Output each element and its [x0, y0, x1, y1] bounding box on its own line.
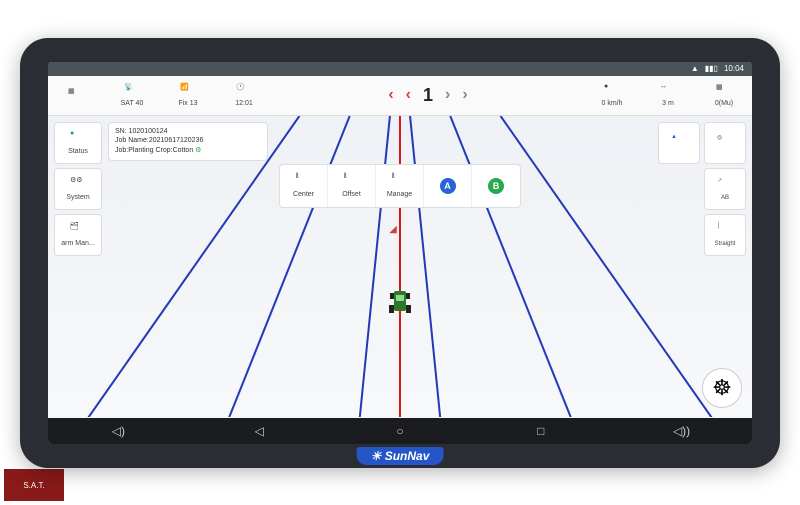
tablet-device: ▲ ▮▮▯ 10:04 ▦ 📡SAT 40 📶Fix 13 🕐12:01 ‹ ‹…	[20, 38, 780, 468]
system-button[interactable]: ⚙⚙ System	[54, 168, 102, 210]
edit-icon[interactable]: ⚙	[195, 147, 201, 154]
next-pass-arrow[interactable]: ›	[445, 86, 450, 104]
pass-selector: ‹ ‹ 1 › ›	[272, 85, 584, 106]
speed-label: 0 km/h	[601, 100, 622, 107]
prev-pass-arrow2[interactable]: ‹	[388, 86, 393, 104]
system-label: System	[66, 194, 89, 201]
android-status-bar: ▲ ▮▮▯ 10:04	[48, 62, 752, 76]
fix-label: Fix 13	[178, 100, 197, 107]
status-button[interactable]: ● Status	[54, 122, 102, 164]
target-button[interactable]: ◎	[704, 122, 746, 164]
menu-icon: ▦	[68, 87, 84, 103]
fix-status[interactable]: 📶Fix 13	[160, 76, 216, 115]
area-icon: ▦	[716, 83, 732, 99]
center-label: Center	[293, 191, 314, 198]
time-label: 12:01	[235, 100, 253, 107]
top-right-stats: ●0 km/h ↔3 m ▦0(Mu)	[584, 83, 752, 107]
home-button[interactable]: ○	[385, 424, 415, 438]
field-view[interactable]: ● Status ⚙⚙ System 🗂 arm Man... SN: 1020100…	[48, 116, 752, 418]
center-button[interactable]: ⦀ Center	[280, 165, 328, 207]
battery-icon: ▮▮▯	[705, 64, 718, 73]
point-b-icon: B	[488, 178, 504, 194]
ab-icon: ↗	[717, 177, 733, 193]
steering-wheel-icon: ☸	[712, 375, 732, 401]
point-a-icon: A	[440, 178, 456, 194]
manage-label: Manage	[387, 191, 412, 198]
width-status: ↔3 m	[640, 83, 696, 107]
farm-manager-button[interactable]: 🗂 arm Man...	[54, 214, 102, 256]
manage-icon: ⦀	[392, 173, 408, 189]
recent-button[interactable]: □	[526, 424, 556, 438]
brand-logo: SunNav	[357, 447, 444, 465]
job-info-card[interactable]: SN: 1020100124 Job Name:20210617120236 J…	[108, 122, 268, 161]
time-status[interactable]: 🕐12:01	[216, 76, 272, 115]
next-pass-arrow2[interactable]: ›	[462, 86, 467, 104]
satellite-icon: 📡	[124, 83, 140, 99]
watermark: S.A.T.	[4, 469, 64, 501]
top-toolbar: ▦ 📡SAT 40 📶Fix 13 🕐12:01 ‹ ‹ 1 › › ●0 km…	[48, 76, 752, 116]
sat-label: SAT 40	[121, 100, 144, 107]
manage-button[interactable]: ⦀ Manage	[376, 165, 424, 207]
status-label: Status	[68, 148, 88, 155]
back-button[interactable]: ◁	[244, 424, 274, 438]
area-label: 0(Mu)	[715, 100, 733, 107]
vol-down-button[interactable]: ◁)	[103, 424, 133, 438]
farm-label: arm Man...	[61, 240, 94, 247]
action-bar: ⦀ Center ⦀ Offset ⦀ Manage A B	[279, 164, 521, 208]
autosteer-button[interactable]: ☸	[702, 368, 742, 408]
right-tools: ▲ ◎ ↗ AB │ Straight	[658, 122, 746, 256]
point-b-button[interactable]: B	[472, 165, 520, 207]
sat-status[interactable]: 📡SAT 40	[104, 76, 160, 115]
target-icon: ◎	[717, 134, 733, 150]
gear-icon: ⚙⚙	[70, 176, 86, 192]
folder-icon: 🗂	[70, 222, 86, 238]
status-icon: ●	[70, 130, 86, 146]
ab-button[interactable]: ↗ AB	[704, 168, 746, 210]
tractor-marker	[384, 285, 416, 317]
fix-icon: 📶	[180, 83, 196, 99]
offset-icon: ⦀	[344, 173, 360, 189]
view-up-button[interactable]: ▲	[658, 122, 700, 164]
straight-label: Straight	[715, 241, 736, 247]
left-panel: ● Status ⚙⚙ System 🗂 arm Man...	[54, 122, 102, 256]
speed-status: ●0 km/h	[584, 83, 640, 107]
speed-icon: ●	[604, 83, 620, 99]
pass-number: 1	[423, 85, 433, 106]
menu-button[interactable]: ▦	[48, 76, 104, 115]
triangle-up-icon: ▲	[671, 134, 687, 150]
area-status: ▦0(Mu)	[696, 83, 752, 107]
job-row: Job Name:20210617120236	[115, 136, 261, 146]
width-icon: ↔	[660, 83, 676, 99]
vol-up-button[interactable]: ◁))	[667, 424, 697, 438]
ab-label: AB	[721, 195, 729, 201]
sn-row: SN: 1020100124	[115, 127, 261, 137]
crop-row: Job:Planting Crop:Cotton ⚙	[115, 146, 261, 156]
point-a-button[interactable]: A	[424, 165, 472, 207]
clock-icon: 🕐	[236, 83, 252, 99]
android-nav-bar: ◁) ◁ ○ □ ◁))	[48, 418, 752, 444]
center-icon: ⦀	[296, 173, 312, 189]
straight-button[interactable]: │ Straight	[704, 214, 746, 256]
straight-icon: │	[717, 223, 733, 239]
prev-pass-arrow[interactable]: ‹	[406, 86, 411, 104]
screen: ▲ ▮▮▯ 10:04 ▦ 📡SAT 40 📶Fix 13 🕐12:01 ‹ ‹…	[48, 62, 752, 444]
signal-icon: ▲	[691, 64, 699, 73]
width-label: 3 m	[662, 100, 674, 107]
offset-label: Offset	[342, 191, 361, 198]
status-time: 10:04	[724, 64, 744, 73]
offset-button[interactable]: ⦀ Offset	[328, 165, 376, 207]
flag-point: ◢	[389, 224, 397, 235]
